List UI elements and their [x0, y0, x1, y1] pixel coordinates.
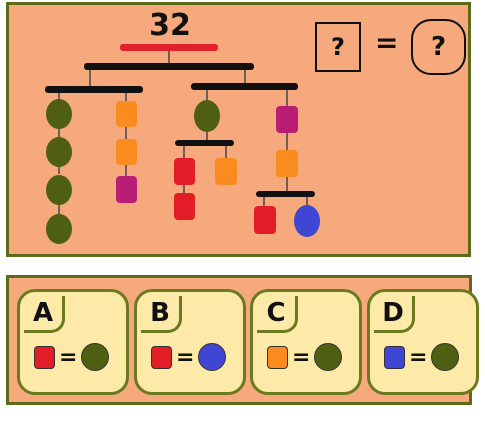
olive-circle: [46, 175, 72, 205]
equals-sign: =: [59, 344, 78, 370]
puzzle-panel: [6, 2, 471, 257]
option-letter: B: [141, 296, 182, 333]
question-equals: =: [375, 26, 399, 59]
sub-beam: [175, 140, 234, 146]
main-beam: [84, 63, 254, 70]
left-beam: [45, 86, 143, 93]
magenta-square: [116, 176, 137, 203]
orange-square: [215, 158, 237, 185]
option-equation: =: [267, 343, 343, 371]
red-square-icon: [34, 345, 55, 369]
olive-circle: [46, 214, 72, 244]
equals-sign: =: [176, 344, 195, 370]
red-square: [254, 206, 276, 234]
option-equation: =: [151, 343, 227, 371]
orange-square: [276, 150, 298, 177]
olive-circle-icon: [314, 343, 343, 371]
balance-mobile: [45, 44, 320, 244]
olive-circle-icon: [431, 343, 460, 371]
question-square: ?: [315, 22, 361, 72]
total-weight: 32: [149, 8, 191, 43]
olive-circle: [194, 100, 220, 132]
olive-circle: [46, 99, 72, 129]
option-c[interactable]: C =: [250, 289, 362, 395]
blue-square-icon: [384, 345, 405, 369]
equals-sign: =: [409, 344, 428, 370]
option-letter: A: [24, 296, 65, 333]
orange-square: [116, 101, 137, 127]
option-letter: D: [374, 296, 415, 333]
option-equation: =: [384, 343, 460, 371]
option-equation: =: [34, 343, 110, 371]
equals-sign: =: [292, 344, 311, 370]
orange-square-icon: [267, 345, 288, 369]
option-a[interactable]: A =: [17, 289, 129, 395]
bottom-beam: [256, 191, 315, 197]
olive-circle: [46, 137, 72, 167]
magenta-square: [276, 106, 298, 133]
option-b[interactable]: B =: [134, 289, 246, 395]
blue-circle-icon: [198, 343, 227, 371]
orange-square: [116, 139, 137, 165]
right-beam: [191, 83, 298, 90]
top-bar: [120, 44, 218, 51]
red-square: [174, 193, 195, 220]
red-square: [174, 158, 195, 185]
red-square-icon: [151, 345, 172, 369]
question-round: ?: [411, 19, 466, 75]
olive-circle-icon: [81, 343, 110, 371]
option-d[interactable]: D =: [367, 289, 479, 395]
blue-circle: [294, 205, 320, 237]
option-letter: C: [257, 296, 298, 333]
